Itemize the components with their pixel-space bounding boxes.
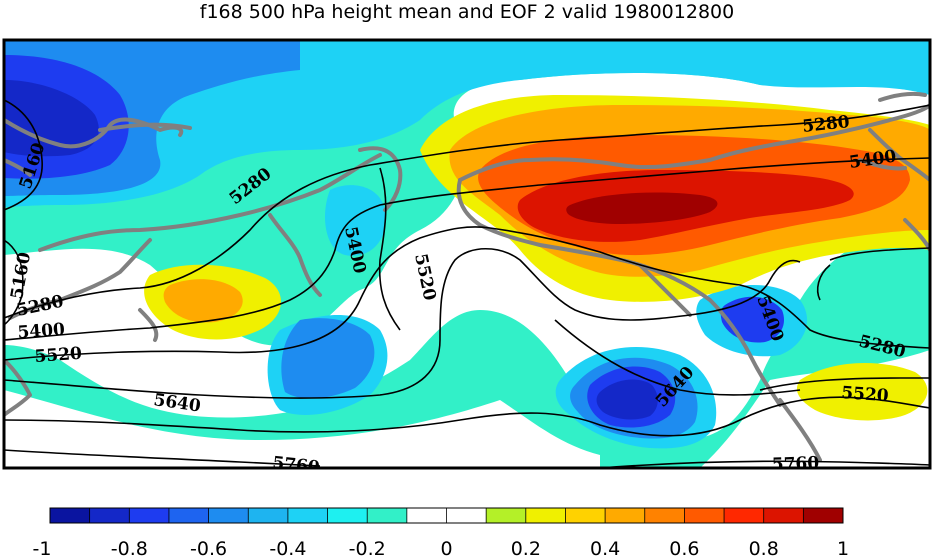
colorbar-bin	[565, 508, 606, 523]
colorbar-bin	[168, 508, 210, 523]
colorbar-bin	[525, 508, 566, 523]
contour-label: 5520	[34, 344, 83, 367]
colorbar-bin	[406, 508, 447, 523]
colorbar-bin	[684, 508, 725, 523]
colorbar-bin	[327, 508, 368, 523]
colorbar-tick-label: -0.8	[111, 538, 148, 558]
colorbar-tick-label: 0	[440, 538, 452, 558]
colorbar-tick-label: 1	[837, 538, 849, 558]
colorbar-bin	[605, 508, 646, 523]
colorbar-tick-label: -1	[33, 538, 52, 558]
height-contours	[4, 99, 930, 468]
colorbar-bin	[287, 508, 329, 523]
colorbar-bin	[486, 508, 527, 523]
map-frame	[2, 38, 932, 470]
colorbar: -1 -0.8 -0.6 -0.4 -0.2 0 0.2 0.4 0.6 0.8 1	[33, 507, 849, 558]
colorbar-bin	[248, 508, 289, 523]
colorbar-bin	[89, 508, 130, 523]
colorbar-tick-label: -0.6	[190, 538, 227, 558]
colorbar-tick-label: 0.4	[590, 538, 620, 558]
colorbar-bin	[446, 508, 487, 523]
map-panel: 5160 5160 5280 5280 5280 5400 5400 5400 …	[4, 40, 930, 478]
colorbar-bin	[724, 508, 765, 523]
colorbar-tick-label: -0.4	[269, 538, 306, 558]
field-negative-extreme	[4, 80, 658, 420]
contour-label: 5520	[841, 383, 890, 406]
colorbar-frame	[49, 507, 844, 524]
colorbar-bin	[367, 508, 408, 523]
colorbar-tick-label: -0.2	[349, 538, 386, 558]
colorbar-bin	[763, 508, 804, 523]
colorbar-tick-label: 0.6	[669, 538, 699, 558]
contour-label: 5760	[771, 453, 819, 475]
map-title: f168 500 hPa height mean and EOF 2 valid…	[199, 1, 735, 23]
colorbar-bin	[644, 508, 685, 523]
colorbar-tick-label: 0.8	[749, 538, 779, 558]
colorbar-bin	[129, 508, 170, 523]
colorbar-tick-label: 0.2	[511, 538, 541, 558]
colorbar-bin	[208, 508, 249, 523]
contour-label: 5400	[17, 320, 66, 343]
contour-label: 5760	[271, 453, 320, 478]
field-positive-peak	[566, 192, 718, 224]
contour-label: 5280	[801, 112, 850, 137]
colorbar-bin	[50, 508, 91, 523]
colorbar-bin	[803, 508, 844, 523]
